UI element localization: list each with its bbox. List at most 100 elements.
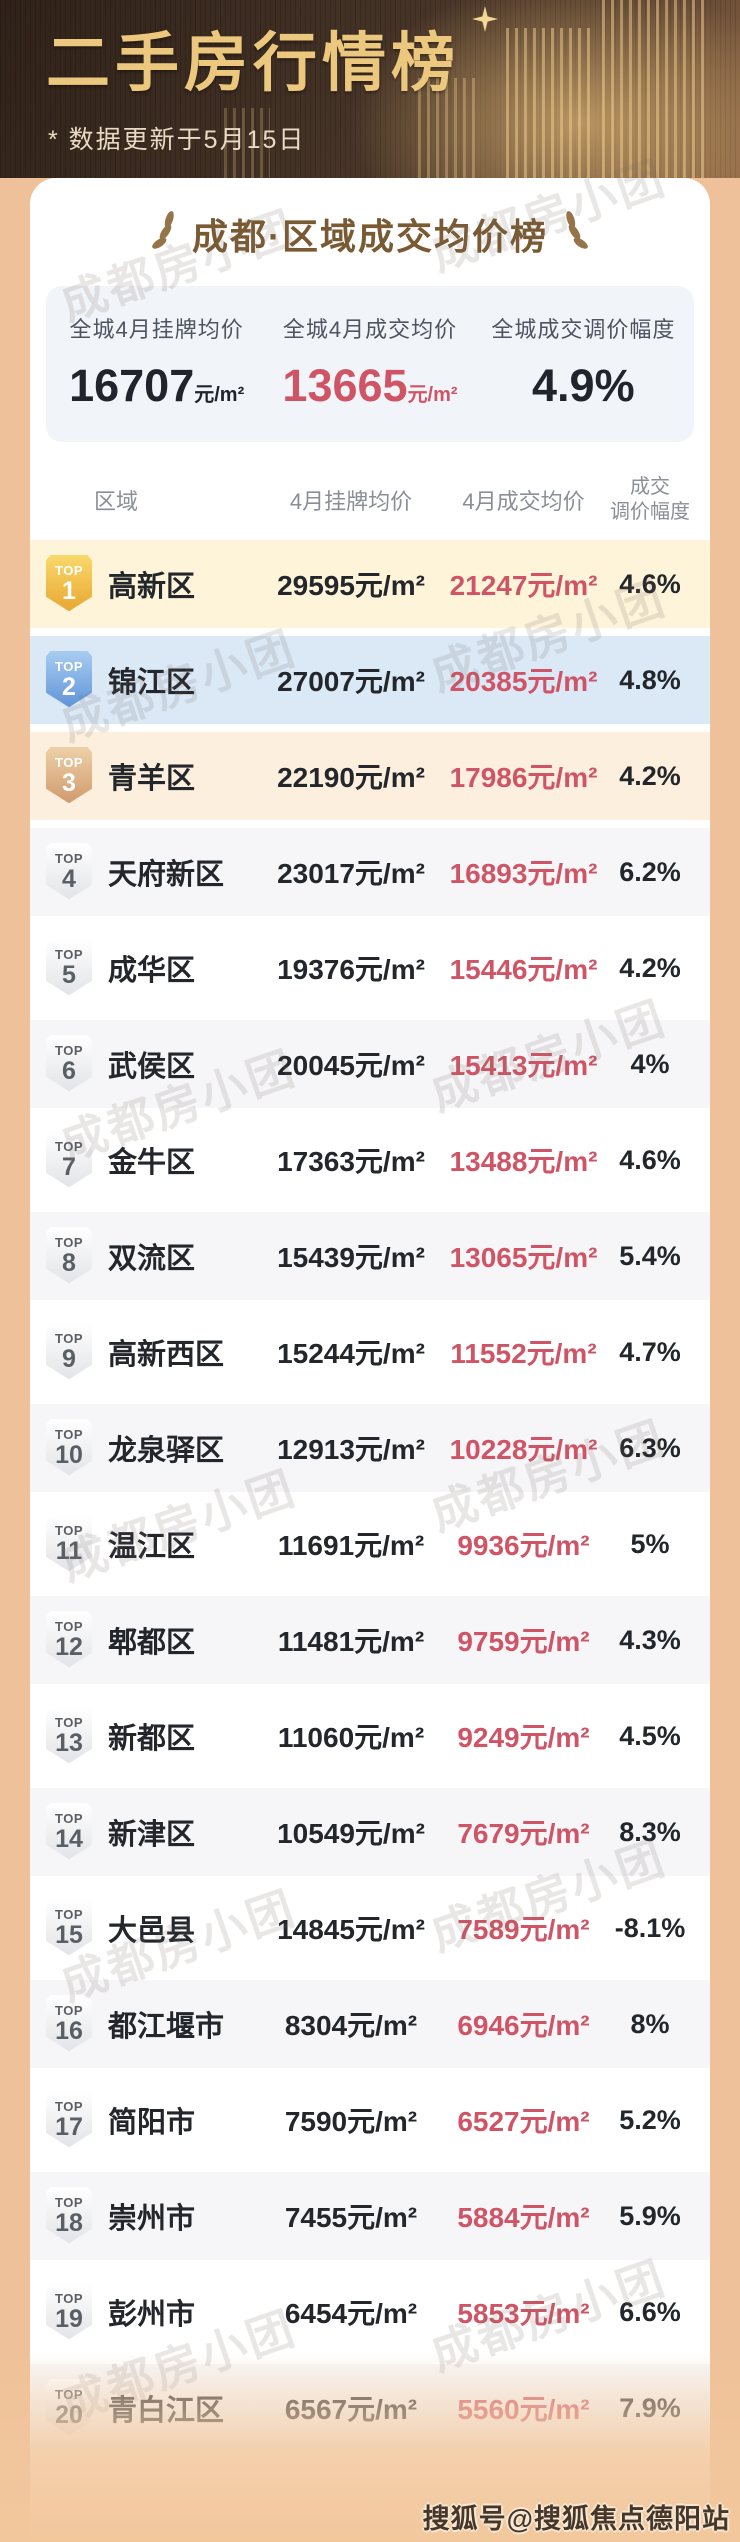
rank-badge-label: TOP xyxy=(55,2002,83,2018)
adjust-rate: 6.3% xyxy=(619,1432,681,1463)
deal-price: 7679元/m² xyxy=(457,1818,590,1849)
region-cell: TOP 1 高新区 xyxy=(46,555,261,613)
region-cell: TOP 14 新津区 xyxy=(46,1803,261,1861)
sparkle-icon xyxy=(472,6,498,37)
rank-badge: TOP 3 xyxy=(46,747,92,804)
region-name: 金牛区 xyxy=(108,1147,196,1179)
rank-badge: TOP 13 xyxy=(46,1707,92,1764)
listing-price: 11691元/m² xyxy=(277,1530,425,1561)
rank-badge-label: TOP xyxy=(55,1042,83,1058)
adjust-rate: 4.3% xyxy=(619,1624,681,1655)
table-row: TOP 5 成华区 19376元/m² 15446元/m² 4.2% xyxy=(30,924,710,1012)
region-name: 简阳市 xyxy=(108,2107,196,2139)
adjust-rate: -8.1% xyxy=(614,1912,686,1943)
rank-number: 7 xyxy=(62,1153,76,1182)
table-row: TOP 12 郫都区 11481元/m² 9759元/m² 4.3% xyxy=(30,1596,710,1684)
table-row: TOP 1 高新区 29595元/m² 21247元/m² 4.6% xyxy=(30,540,710,628)
region-cell: TOP 13 新都区 xyxy=(46,1707,261,1765)
adjust-rate: 4.8% xyxy=(619,664,681,695)
rank-badge-label: TOP xyxy=(55,1234,83,1250)
adjust-rate: 4% xyxy=(630,1048,670,1079)
region-cell: TOP 3 青羊区 xyxy=(46,747,261,805)
rank-number: 8 xyxy=(62,1249,76,1278)
rank-badge-label: TOP xyxy=(55,1810,83,1826)
data-updated-note: * 数据更新于5月15日 xyxy=(48,126,306,154)
rank-badge-label: TOP xyxy=(55,1426,83,1442)
deal-price: 15446元/m² xyxy=(449,954,598,985)
rank-badge: TOP 15 xyxy=(46,1899,92,1956)
table-row: TOP 4 天府新区 23017元/m² 16893元/m² 6.2% xyxy=(30,828,710,916)
region-cell: TOP 6 武侯区 xyxy=(46,1035,261,1093)
rank-badge-label: TOP xyxy=(55,754,83,770)
rank-badge: TOP 20 xyxy=(46,2379,92,2436)
rank-number: 20 xyxy=(55,2401,83,2430)
rank-number: 3 xyxy=(62,769,76,798)
region-cell: TOP 5 成华区 xyxy=(46,939,261,997)
listing-price: 17363元/m² xyxy=(277,1146,425,1177)
stat-label: 全城4月挂牌均价 xyxy=(69,317,244,342)
column-header-adjust: 成交 调价幅度 xyxy=(610,476,690,523)
table-row: TOP 9 高新西区 15244元/m² 11552元/m² 4.7% xyxy=(30,1308,710,1396)
ranking-card: 成都·区域成交均价榜 全城4月挂牌均价 16707元/m² 全城4月成交均价 1… xyxy=(30,178,710,2542)
table-row: TOP 13 新都区 11060元/m² 9249元/m² 4.5% xyxy=(30,1692,710,1780)
rank-number: 4 xyxy=(62,865,76,894)
price-unit: 元/m² xyxy=(194,384,245,406)
card-title: 成都·区域成交均价榜 xyxy=(192,216,548,257)
table-row: TOP 14 新津区 10549元/m² 7679元/m² 8.3% xyxy=(30,1788,710,1876)
column-header-listing: 4月挂牌均价 xyxy=(289,489,413,514)
deal-price: 6527元/m² xyxy=(457,2106,590,2137)
region-cell: TOP 2 锦江区 xyxy=(46,651,261,709)
region-name: 高新西区 xyxy=(108,1339,225,1371)
deal-price: 9759元/m² xyxy=(457,1626,590,1657)
region-cell: TOP 15 大邑县 xyxy=(46,1899,261,1957)
adjust-rate: 8% xyxy=(630,2008,670,2039)
listing-price: 19376元/m² xyxy=(277,954,425,985)
region-cell: TOP 17 简阳市 xyxy=(46,2091,261,2149)
stat-value: 4.9% xyxy=(532,360,635,411)
region-cell: TOP 20 青白江区 xyxy=(46,2379,261,2437)
table-row: TOP 8 双流区 15439元/m² 13065元/m² 5.4% xyxy=(30,1212,710,1300)
region-name: 天府新区 xyxy=(108,859,225,891)
listing-price: 20045元/m² xyxy=(277,1050,425,1081)
ranking-rows: TOP 1 高新区 29595元/m² 21247元/m² 4.6% TOP 2 锦江区 2700… xyxy=(30,540,710,2452)
adjust-rate: 4.7% xyxy=(619,1336,681,1367)
rank-badge-label: TOP xyxy=(55,2386,83,2402)
adjust-rate: 6.2% xyxy=(619,856,681,887)
rank-number: 13 xyxy=(55,1729,83,1758)
region-cell: TOP 10 龙泉驿区 xyxy=(46,1419,261,1477)
deal-price: 21247元/m² xyxy=(449,570,598,601)
laurel-right-icon xyxy=(562,210,592,259)
region-cell: TOP 12 郫都区 xyxy=(46,1611,261,1669)
listing-price: 10549元/m² xyxy=(277,1818,425,1849)
building-silhouette xyxy=(418,78,478,178)
listing-price: 6454元/m² xyxy=(284,2298,418,2329)
rank-badge: TOP 9 xyxy=(46,1323,92,1380)
deal-price: 9936元/m² xyxy=(457,1530,590,1561)
building-silhouette xyxy=(224,108,270,178)
rank-badge: TOP 11 xyxy=(46,1515,92,1572)
listing-price: 29595元/m² xyxy=(277,570,425,601)
listing-price: 15244元/m² xyxy=(277,1338,425,1369)
table-row: TOP 2 锦江区 27007元/m² 20385元/m² 4.8% xyxy=(30,636,710,724)
rank-badge-label: TOP xyxy=(55,1522,83,1538)
deal-price: 5853元/m² xyxy=(457,2298,590,2329)
adjust-rate: 5.4% xyxy=(619,1240,681,1271)
table-row: TOP 6 武侯区 20045元/m² 15413元/m² 4% xyxy=(30,1020,710,1108)
table-row: TOP 20 青白江区 6567元/m² 5560元/m² 7.9% xyxy=(30,2364,710,2452)
adjust-rate: 4.2% xyxy=(619,952,681,983)
rank-badge: TOP 19 xyxy=(46,2283,92,2340)
region-cell: TOP 4 天府新区 xyxy=(46,843,261,901)
rank-badge: TOP 1 xyxy=(46,555,92,612)
listing-price: 14845元/m² xyxy=(277,1914,425,1945)
rank-badge-label: TOP xyxy=(55,1906,83,1922)
listing-price: 22190元/m² xyxy=(277,762,425,793)
rank-badge: TOP 17 xyxy=(46,2091,92,2148)
rank-badge-label: TOP xyxy=(55,850,83,866)
rank-badge-label: TOP xyxy=(55,1330,83,1346)
region-name: 青羊区 xyxy=(108,763,196,795)
citywide-stats-panel: 全城4月挂牌均价 16707元/m² 全城4月成交均价 13665元/m² 全城… xyxy=(46,286,694,442)
deal-price: 13065元/m² xyxy=(449,1242,598,1273)
rank-number: 2 xyxy=(62,673,76,702)
page-title: 二手房行情榜 xyxy=(46,27,460,99)
listing-price: 7590元/m² xyxy=(284,2106,418,2137)
